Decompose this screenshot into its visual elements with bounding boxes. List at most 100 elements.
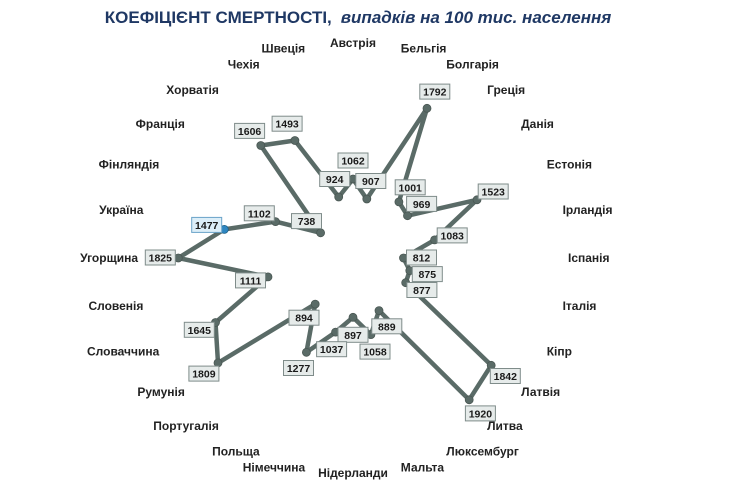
data-label-text: 812	[413, 253, 431, 265]
data-label-text: 969	[413, 199, 431, 211]
data-label-24: 1102	[243, 205, 275, 222]
data-label-18: 894	[288, 309, 320, 326]
data-label-box	[406, 195, 438, 212]
category-label-14: Мальта	[401, 461, 445, 475]
category-label-5: Данія	[521, 117, 554, 131]
data-point-25	[316, 228, 326, 238]
data-label-box	[406, 249, 437, 266]
category-label-7: Ірландія	[563, 203, 613, 217]
category-label-2: Бельгія	[401, 41, 447, 55]
data-label-text: 1111	[240, 275, 262, 287]
data-point-18	[310, 299, 320, 309]
data-label-16: 1037	[316, 341, 348, 358]
data-point-28	[334, 192, 344, 202]
data-label-15: 897	[337, 326, 369, 343]
data-label-1: 1062	[337, 152, 369, 169]
data-label-box	[359, 343, 391, 360]
data-label-10: 877	[406, 282, 438, 298]
data-label-text: 738	[298, 216, 316, 228]
data-label-14: 1058	[359, 343, 391, 360]
data-label-6: 1523	[477, 183, 509, 200]
data-label-box	[316, 341, 348, 358]
data-label-text: 1523	[482, 187, 506, 199]
data-label-text: 1606	[238, 126, 262, 138]
data-point-4	[394, 197, 404, 207]
data-label-19: 1809	[188, 365, 220, 382]
data-label-box	[188, 365, 220, 382]
category-label-12: Литва	[487, 419, 523, 433]
data-label-text: 1062	[341, 156, 365, 168]
data-label-25: 738	[291, 213, 322, 230]
category-label-15: Нідерланди	[318, 466, 388, 480]
data-label-text: 907	[362, 176, 380, 188]
category-label-18: Португалія	[153, 419, 219, 433]
category-label-4: Греція	[487, 83, 525, 97]
data-point-27	[290, 136, 300, 145]
data-label-text: 1645	[188, 325, 212, 337]
data-label-4: 1001	[394, 179, 426, 196]
category-labels: Австрія Бельгія Болгарія Греція Данія Естонія…	[80, 36, 612, 480]
data-label-text: 1001	[399, 182, 423, 194]
data-label-box	[183, 321, 215, 338]
data-point-17	[301, 347, 311, 357]
data-label-text: 1277	[287, 363, 311, 375]
data-label-28: 924	[319, 171, 351, 187]
category-label-9: Італія	[563, 299, 597, 313]
data-label-21: 1111	[235, 272, 266, 289]
data-label-text: 1477	[195, 220, 219, 232]
data-label-text: 1058	[363, 347, 387, 359]
data-label-text: 924	[326, 174, 344, 186]
data-label-box	[406, 282, 438, 298]
category-label-11: Латвія	[521, 385, 560, 399]
data-label-box	[411, 266, 443, 283]
data-point-2	[362, 194, 372, 204]
data-label-box	[477, 183, 509, 200]
data-label-box	[464, 405, 496, 422]
data-label-box	[394, 179, 426, 196]
data-label-8: 812	[406, 249, 437, 266]
data-label-text: 877	[413, 285, 431, 297]
data-label-23: 1477	[191, 216, 223, 233]
category-label-17: Польща	[212, 445, 260, 459]
data-label-text: 1842	[494, 371, 518, 383]
data-label-text: 875	[419, 269, 437, 281]
data-label-text: 1102	[248, 208, 271, 220]
data-point-3	[422, 103, 432, 113]
data-label-box	[337, 152, 369, 169]
data-label-text: 1037	[320, 344, 344, 356]
data-label-box	[291, 213, 322, 230]
data-label-box	[489, 368, 521, 384]
data-label-20: 1645	[183, 321, 215, 338]
data-point-26	[256, 141, 266, 150]
category-label-23: Україна	[99, 203, 144, 217]
category-label-24: Фінляндія	[99, 158, 160, 172]
data-label-box	[283, 360, 314, 376]
category-label-13: Люксембург	[446, 445, 519, 459]
value-labels: 1062 907 1792 1001 969 1523 1083 812 875 877 1842 1…	[144, 83, 521, 422]
data-label-box	[191, 216, 223, 233]
category-label-26: Хорватія	[166, 83, 219, 97]
category-label-19: Румунія	[137, 385, 185, 399]
data-label-text: 894	[295, 313, 313, 325]
data-point-12	[464, 395, 474, 405]
data-label-text: 1792	[423, 87, 447, 99]
data-point-13	[374, 306, 384, 316]
data-label-text: 1825	[149, 253, 173, 265]
data-label-box	[371, 318, 403, 335]
data-label-box	[436, 227, 468, 244]
data-label-text: 1083	[441, 230, 465, 242]
data-label-box	[337, 326, 369, 343]
category-label-6: Естонія	[547, 158, 592, 172]
data-label-box	[271, 115, 303, 132]
category-label-20: Словаччина	[87, 344, 160, 358]
data-label-3: 1792	[419, 83, 451, 100]
category-label-3: Болгарія	[446, 57, 499, 71]
chart-title: КОЕФІЦІЄНТ СМЕРТНОСТІ, випадків на 100 т…	[105, 8, 612, 27]
data-label-11: 1842	[489, 368, 521, 384]
chart-title-main: КОЕФІЦІЄНТ СМЕРТНОСТІ,	[105, 8, 332, 27]
data-label-12: 1920	[464, 405, 496, 422]
data-label-box	[234, 122, 266, 139]
data-label-text: 1920	[469, 408, 493, 420]
data-label-27: 1493	[271, 115, 303, 132]
